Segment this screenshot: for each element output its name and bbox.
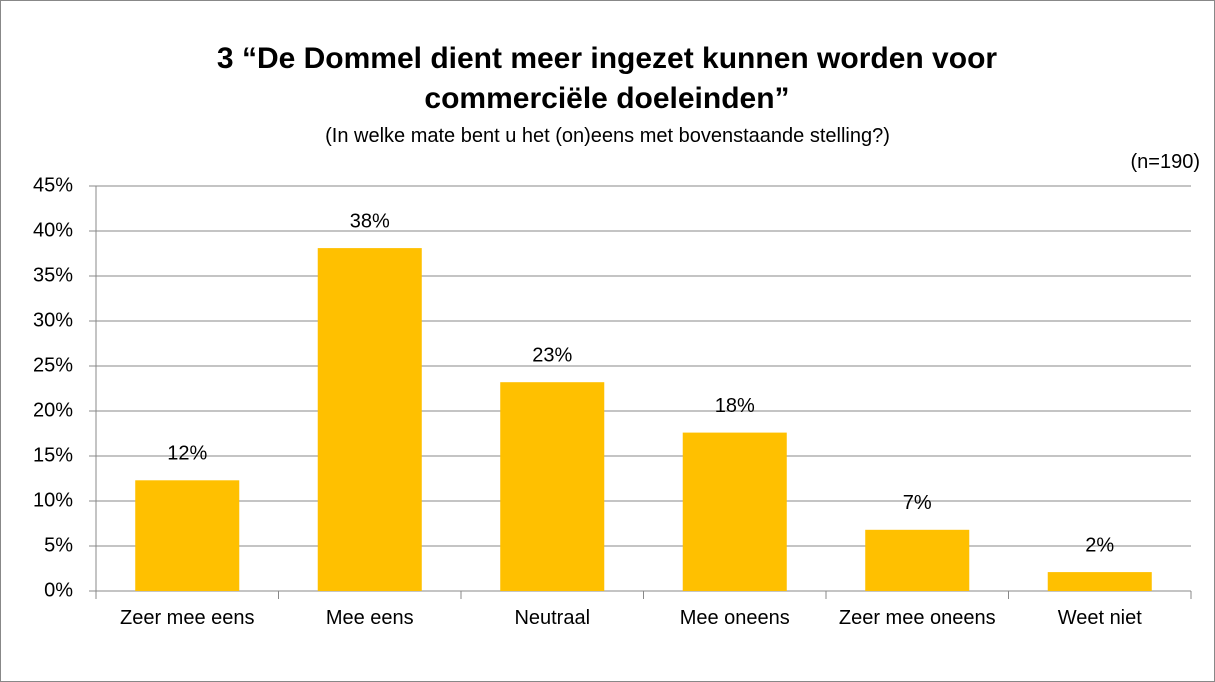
y-tick-label: 40% [33, 219, 73, 241]
y-tick-label: 30% [33, 309, 73, 331]
x-tick-label: Weet niet [1057, 607, 1142, 629]
x-tick-label: Zeer mee eens [119, 607, 255, 629]
bar [317, 248, 422, 591]
bar [500, 382, 605, 591]
y-tick-label: 15% [33, 444, 73, 466]
bar [135, 480, 240, 591]
bar [865, 529, 970, 591]
x-tick-label: Mee eens [325, 607, 414, 629]
data-label: 38% [350, 210, 390, 232]
data-label: 2% [1085, 534, 1114, 556]
y-tick-label: 20% [33, 399, 73, 421]
chart-title: 3 “De Dommel dient meer ingezet kunnen w… [216, 42, 998, 115]
y-tick-label: 10% [33, 489, 73, 511]
chart-subtitle: (In welke mate bent u het (on)eens met b… [325, 125, 890, 147]
y-tick-label: 45% [33, 174, 73, 196]
y-tick-label: 0% [44, 579, 73, 601]
annotation: (n=190) [1130, 151, 1201, 173]
data-label: 18% [715, 395, 755, 417]
y-tick-label: 25% [33, 354, 73, 376]
y-tick-label: 35% [33, 264, 73, 286]
y-tick-label: 5% [44, 534, 73, 556]
x-tick-label: Mee oneens [679, 607, 790, 629]
data-label: 7% [903, 492, 932, 514]
bar [682, 432, 787, 591]
data-label: 12% [167, 443, 207, 465]
x-tick-label: Neutraal [514, 607, 591, 629]
bar [1047, 572, 1152, 591]
data-label: 23% [532, 344, 572, 366]
x-tick-label: Zeer mee oneens [838, 607, 996, 629]
